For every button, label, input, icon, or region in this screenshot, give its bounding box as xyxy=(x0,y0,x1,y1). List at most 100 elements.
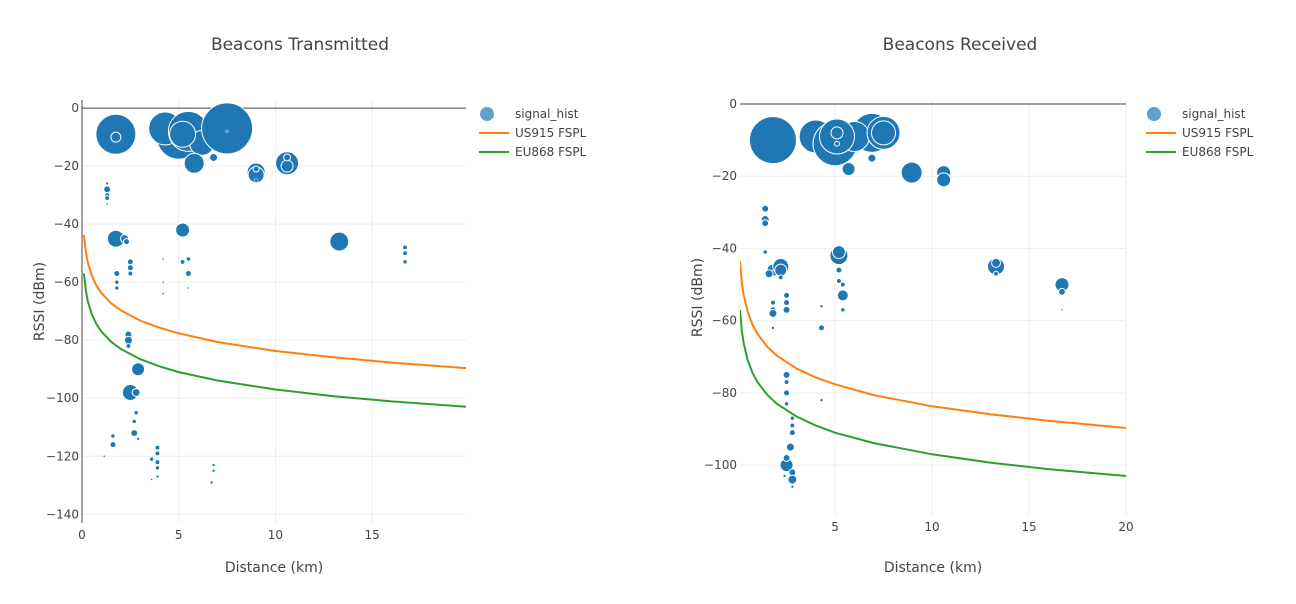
bubble-point xyxy=(830,126,844,140)
x-tick-label: 15 xyxy=(365,528,380,542)
bubble-point xyxy=(136,437,140,441)
bubble-point xyxy=(788,429,796,437)
bubble-point xyxy=(790,485,795,489)
bubble-point xyxy=(211,469,216,473)
y-tick-label: −20 xyxy=(712,169,737,183)
bubble-point xyxy=(149,456,154,462)
bubble-point xyxy=(183,152,205,174)
bubble-point xyxy=(783,291,791,299)
legend-label: signal_hist xyxy=(515,107,579,121)
y-tick-label: −40 xyxy=(712,241,737,255)
bubble-point xyxy=(768,308,778,318)
bubble-point xyxy=(748,116,797,165)
bubble-point xyxy=(834,140,840,147)
bubble-point xyxy=(150,478,153,481)
bubble-point xyxy=(187,286,190,290)
bubble-point xyxy=(782,474,787,478)
bubble-point xyxy=(761,219,770,228)
bubble-point xyxy=(283,153,292,162)
bubble-point xyxy=(841,162,856,176)
bubble-point xyxy=(835,266,843,274)
legend-label: US915 FSPL xyxy=(515,126,587,140)
bubble-point xyxy=(105,202,109,206)
chart-title: Beacons Received xyxy=(883,35,1038,55)
x-tick-label: 5 xyxy=(175,528,183,542)
y-tick-label: −100 xyxy=(46,391,79,405)
bubble-point xyxy=(209,152,219,162)
fspl-line-us915 xyxy=(82,234,466,370)
bubble-point xyxy=(154,444,161,451)
bubble-point xyxy=(280,159,294,173)
bubble-point xyxy=(402,259,408,265)
y-tick-label: −60 xyxy=(54,275,79,289)
x-tick-label: 0 xyxy=(78,528,86,542)
bubble-point xyxy=(761,204,770,213)
bubble-point xyxy=(900,161,923,184)
bubble-point xyxy=(114,285,120,291)
x-tick-label: 10 xyxy=(924,520,939,534)
bubble-point xyxy=(785,442,795,452)
bubble-point xyxy=(161,292,165,296)
bubble-point xyxy=(186,256,191,262)
fspl-line-us915 xyxy=(740,261,1126,429)
bubble-point xyxy=(179,258,186,265)
bubble-point xyxy=(225,129,229,133)
bubble-point xyxy=(126,264,134,272)
bubble-point xyxy=(817,324,825,332)
fspl-line-eu868 xyxy=(82,273,466,408)
bubble-point xyxy=(840,307,846,313)
y-tick-label: −20 xyxy=(54,159,79,173)
subplot-transmitted: 0 5 10 15 0 −20 −40 −60 −80 −100 −120 −140 signal_hi… xyxy=(32,35,587,576)
bubble-point xyxy=(105,181,109,186)
bubble-point xyxy=(123,335,133,345)
bubble-point xyxy=(770,299,776,306)
x-axis-title: Distance (km) xyxy=(884,560,982,576)
bubble-point xyxy=(774,263,788,277)
legend-label: EU868 FSPL xyxy=(1182,145,1254,159)
y-tick-label: −100 xyxy=(704,458,737,472)
x-tick-label: 5 xyxy=(831,520,839,534)
bubble-point xyxy=(169,120,197,148)
fspl-line-eu868 xyxy=(740,309,1126,477)
bubble-point xyxy=(782,305,791,314)
bubble-point xyxy=(819,398,824,402)
bubble-point xyxy=(122,238,130,246)
bubble-point xyxy=(155,465,160,471)
bubble-point xyxy=(402,244,409,251)
bubble-point xyxy=(1058,287,1066,296)
bubble-point xyxy=(787,474,798,485)
bubble-point xyxy=(154,459,161,466)
bubble-point xyxy=(777,274,784,281)
bubble-point xyxy=(175,222,191,238)
bubble-point xyxy=(211,463,216,467)
bubble-point xyxy=(110,433,116,439)
bubble-point xyxy=(131,387,141,397)
legend-label: US915 FSPL xyxy=(1182,126,1254,140)
bubble-point xyxy=(839,281,846,288)
x-tick-label: 15 xyxy=(1021,520,1036,534)
y-tick-label: −140 xyxy=(46,507,79,521)
bubble-point xyxy=(991,257,1002,268)
bubble-point xyxy=(104,195,111,202)
bubble-point xyxy=(253,178,259,183)
legend-label: signal_hist xyxy=(1182,107,1246,121)
bubble-point xyxy=(131,419,137,424)
bubble-point xyxy=(209,480,214,485)
y-axis-title: RSSI (dBm) xyxy=(32,262,48,341)
bubble-point xyxy=(155,474,160,479)
y-tick-label: 0 xyxy=(71,101,79,115)
y-tick-label: −60 xyxy=(712,314,737,328)
bubble-point xyxy=(329,231,350,252)
bubble-point xyxy=(782,370,791,379)
y-tick-label: 0 xyxy=(729,97,737,111)
bubble-point xyxy=(110,131,122,143)
bubble-point xyxy=(125,343,132,349)
plot-area xyxy=(82,102,466,485)
subplot-received: 5 10 15 20 0 −20 −40 −60 −80 −100 signal_hist US915… xyxy=(690,35,1254,576)
bubble-point xyxy=(201,102,254,155)
bubble-point xyxy=(127,270,134,277)
chart-title: Beacons Transmitted xyxy=(211,35,389,55)
bubble-point xyxy=(764,269,774,279)
bubble-point xyxy=(113,269,121,277)
bubble-point xyxy=(790,415,795,421)
